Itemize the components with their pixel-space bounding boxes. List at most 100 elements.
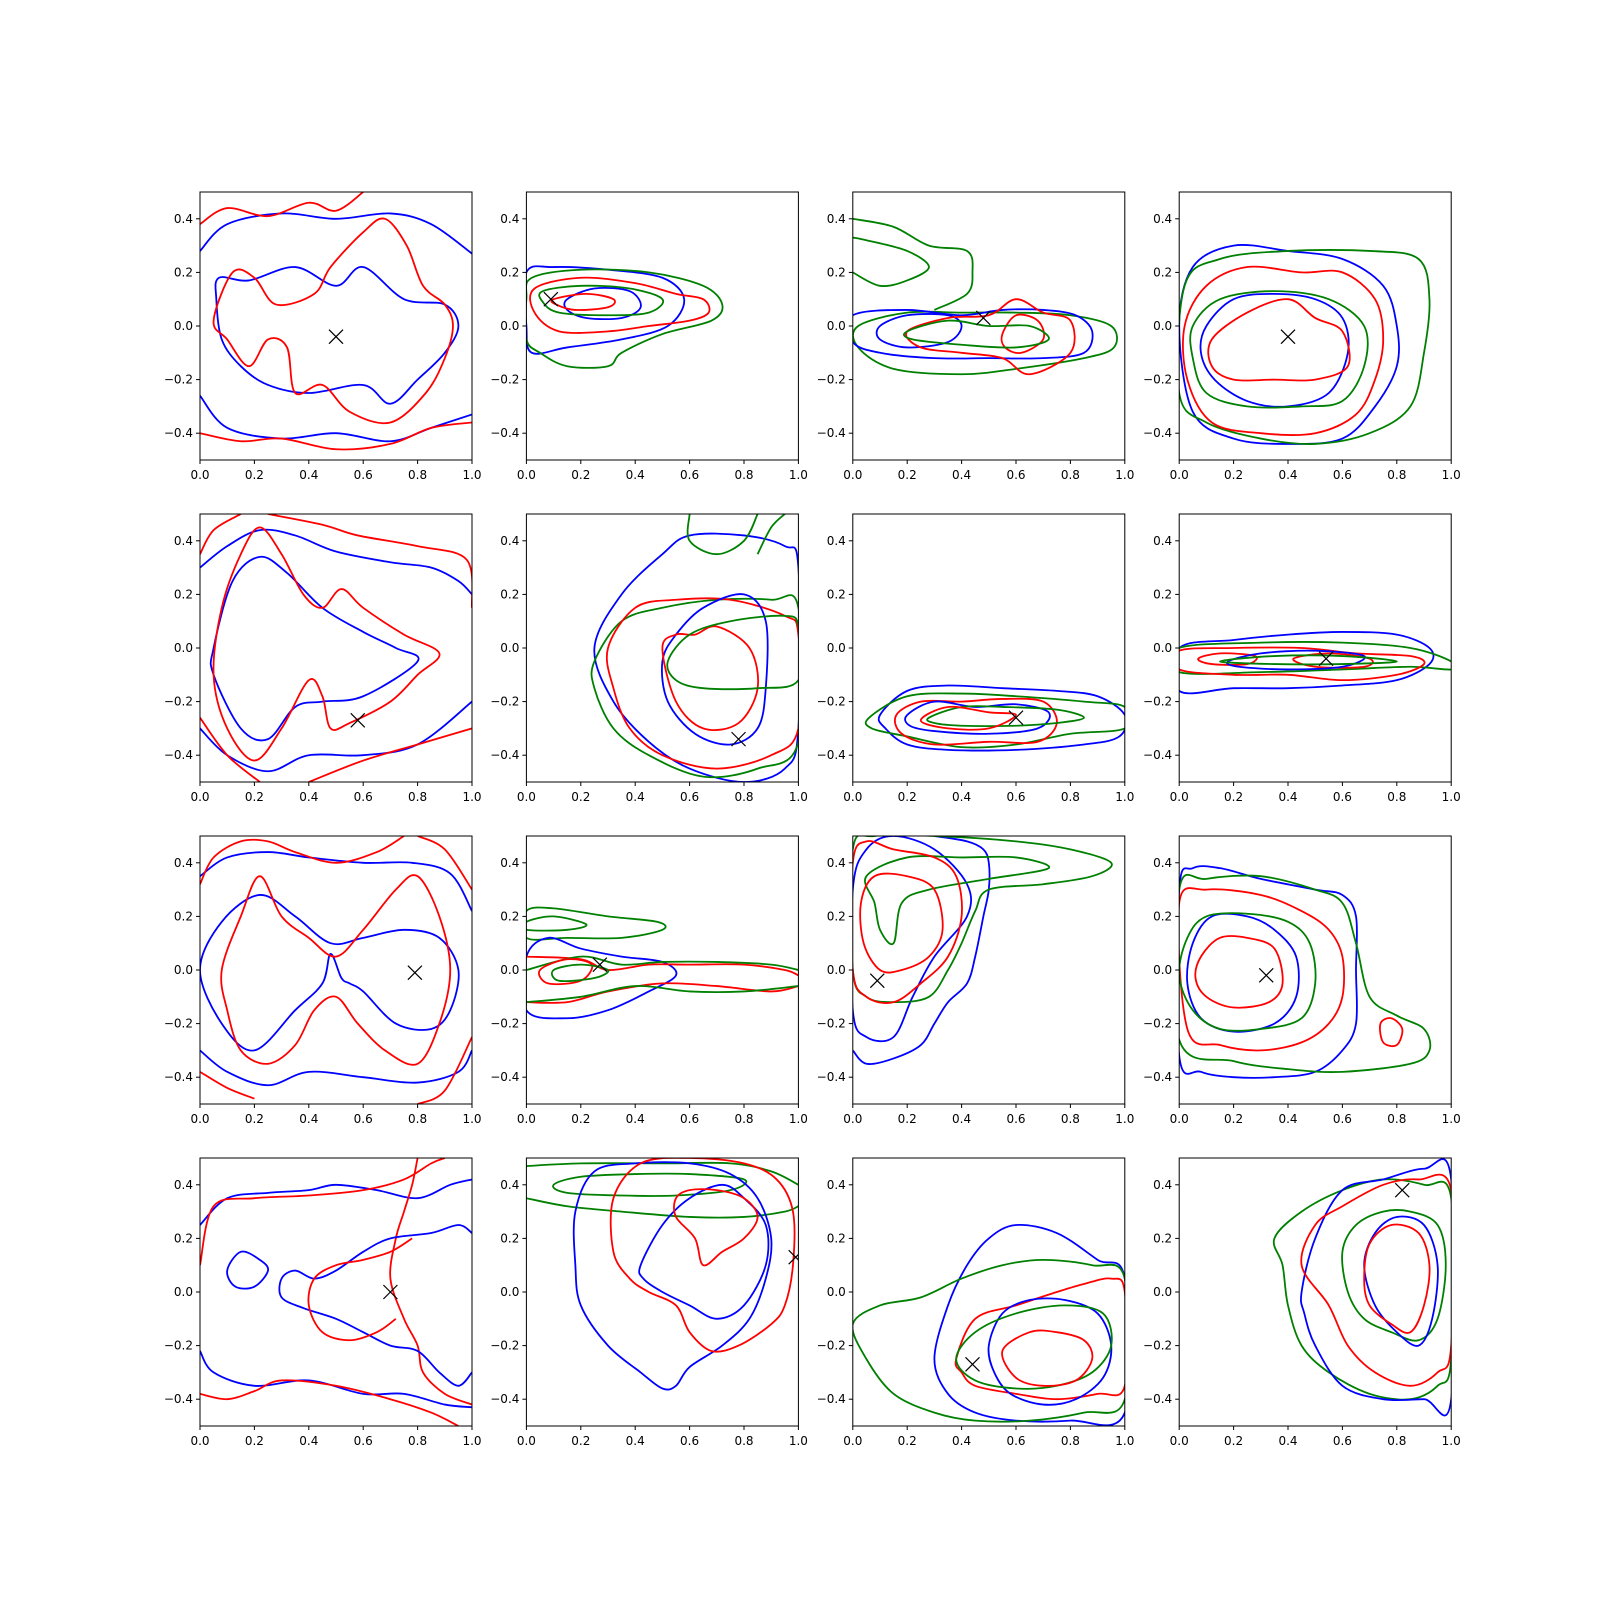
y-tick-label: 0.2 [500, 909, 519, 923]
x-tick-label: 0.4 [299, 468, 318, 482]
contour-line-red [526, 982, 799, 1004]
axes-frame [199, 191, 473, 461]
y-tick-label: 0.0 [500, 641, 519, 655]
y-tick-label: −0.2 [1143, 373, 1172, 387]
x-tick-label: 0.0 [517, 1434, 536, 1448]
y-tick-label: −0.4 [164, 1070, 193, 1084]
x-tick-label: 1.0 [462, 1434, 481, 1448]
contour-line-blue [852, 308, 1094, 360]
x-tick-label: 0.2 [571, 1434, 590, 1448]
contour-line-blue [1179, 865, 1358, 1079]
contour-line-red [605, 597, 799, 770]
x-tick-label: 0.0 [517, 790, 536, 804]
axes-frame [525, 835, 799, 1105]
x-marker [350, 712, 366, 728]
contour-line-red [200, 192, 364, 225]
y-tick-label: 0.4 [1153, 1178, 1172, 1192]
x-marker [1280, 329, 1296, 345]
contour-line-blue [1179, 631, 1435, 695]
x-tick-label: 0.6 [680, 1434, 699, 1448]
contour-line-red [919, 705, 1017, 731]
contour-line-green [852, 836, 1113, 1004]
contour-line-green [1341, 1209, 1447, 1342]
contour-line-blue [278, 1224, 472, 1387]
x-tick-label: 0.4 [952, 468, 971, 482]
contour-line-red [1194, 935, 1284, 1009]
x-marker-stroke [965, 1356, 980, 1372]
x-tick-label: 0.8 [734, 1434, 753, 1448]
y-tick-label: −0.2 [817, 1339, 846, 1353]
contour-line-red [673, 1188, 759, 1267]
y-tick-label: 0.2 [1153, 265, 1172, 279]
contour-line-blue [1300, 1158, 1452, 1417]
plot-area [590, 514, 799, 782]
plot-area [1179, 631, 1452, 695]
x-marker [328, 329, 344, 345]
x-tick-label: 0.6 [680, 790, 699, 804]
y-tick-label: −0.4 [1143, 748, 1172, 762]
contour-line-blue [200, 1049, 472, 1087]
x-tick-label: 0.4 [1278, 1434, 1297, 1448]
y-tick-label: 0.4 [500, 856, 519, 870]
plot-area [1179, 865, 1432, 1079]
x-tick-label: 1.0 [1442, 1434, 1461, 1448]
contour-line-green [852, 310, 1118, 376]
x-tick-label: 0.4 [626, 790, 645, 804]
contour-line-green [526, 915, 588, 932]
x-tick-label: 0.2 [571, 468, 590, 482]
x-tick-label: 0.8 [408, 790, 427, 804]
y-tick-label: −0.4 [817, 1070, 846, 1084]
panel-14: 0.0 0.2 0.4 0.6 0.8 1.0 −0.4 −0.2 0.0 0.2 0.4 [490, 1157, 808, 1448]
y-tick-label: 0.2 [500, 1231, 519, 1245]
y-tick-label: −0.2 [490, 373, 519, 387]
x-tick-label: 0.0 [843, 1112, 862, 1126]
x-tick-label: 0.4 [299, 1112, 318, 1126]
contour-line-blue [1179, 244, 1400, 445]
x-tick-label: 0.0 [1170, 1434, 1189, 1448]
x-tick-label: 0.2 [1224, 468, 1243, 482]
x-tick-label: 1.0 [1442, 790, 1461, 804]
x-tick-label: 0.2 [245, 1112, 264, 1126]
contour-line-green [955, 1304, 1113, 1390]
contour-line-green [852, 1258, 1125, 1423]
x-tick-label: 0.4 [626, 1112, 645, 1126]
contour-line-green [926, 705, 1085, 727]
x-tick-label: 1.0 [1115, 468, 1134, 482]
y-tick-label: −0.2 [817, 695, 846, 709]
y-tick-label: 0.4 [174, 856, 193, 870]
y-tick-label: 0.4 [827, 1178, 846, 1192]
y-tick-label: 0.2 [174, 909, 193, 923]
contour-line-red [550, 292, 616, 311]
x-tick-label: 0.2 [245, 790, 264, 804]
y-tick-label: −0.4 [164, 1392, 193, 1406]
panel-7: 0.0 0.2 0.4 0.6 0.8 1.0 −0.4 −0.2 0.0 0.2 0.4 [817, 513, 1134, 804]
y-tick-label: −0.4 [490, 748, 519, 762]
y-tick-label: −0.4 [164, 426, 193, 440]
y-tick-label: 0.2 [1153, 1231, 1172, 1245]
contour-line-green [526, 906, 667, 941]
contour-line-red [389, 1158, 472, 1406]
y-tick-label: 0.4 [1153, 534, 1172, 548]
contour-line-green [1179, 912, 1317, 1032]
x-tick-label: 0.6 [354, 1112, 373, 1126]
y-tick-label: −0.4 [490, 1392, 519, 1406]
x-tick-label: 0.8 [1061, 1112, 1080, 1126]
axes-frame [1178, 191, 1452, 461]
x-tick-label: 0.4 [299, 790, 318, 804]
x-marker [1394, 1182, 1410, 1198]
x-tick-label: 1.0 [789, 790, 808, 804]
y-tick-label: −0.2 [164, 695, 193, 709]
panel-9: 0.0 0.2 0.4 0.6 0.8 1.0 −0.4 −0.2 0.0 0.2 0.4 [164, 835, 482, 1126]
contour-line-green [1272, 1178, 1452, 1401]
x-tick-label: 0.8 [734, 1112, 753, 1126]
y-tick-label: −0.2 [1143, 695, 1172, 709]
x-tick-label: 1.0 [1442, 468, 1461, 482]
contour-line-red [859, 872, 944, 974]
x-tick-label: 0.4 [1278, 790, 1297, 804]
x-marker-stroke [1394, 1182, 1410, 1198]
contour-line-red [212, 217, 454, 425]
x-marker [869, 973, 885, 989]
x-tick-label: 0.8 [1061, 790, 1080, 804]
contour-line-green [852, 217, 974, 311]
y-tick-label: 0.0 [827, 319, 846, 333]
